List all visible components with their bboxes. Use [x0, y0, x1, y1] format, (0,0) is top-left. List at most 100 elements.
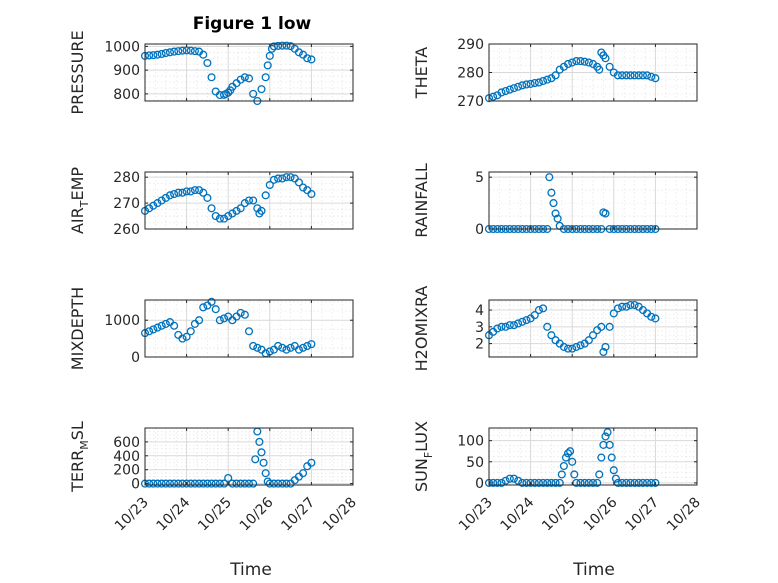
data-point [605, 62, 614, 71]
x-tick-label: 10/25 [195, 495, 235, 535]
data-point [199, 303, 208, 312]
data-point [497, 322, 506, 331]
data-point [174, 330, 183, 339]
y-axis-label-part: SL [68, 421, 87, 440]
data-point [215, 214, 224, 223]
data-point [274, 174, 283, 183]
data-point [286, 173, 295, 182]
y-axis-label: PRESSURE [68, 30, 87, 114]
y-axis-label-part: EMP [68, 167, 87, 201]
data-point [170, 189, 179, 199]
figure-title: Figure 1 low [193, 14, 312, 34]
data-point [261, 191, 270, 200]
data-point [161, 319, 170, 328]
data-point [651, 478, 660, 487]
x-tick-label: 10/24 [154, 494, 194, 534]
data-point [161, 193, 170, 202]
data-point [261, 469, 270, 478]
axes-box [144, 299, 354, 358]
data-point [643, 478, 652, 487]
data-point [224, 88, 233, 97]
data-point [215, 479, 224, 488]
data-point [236, 308, 245, 317]
data-point [505, 85, 514, 94]
data-point [178, 334, 187, 343]
data-point [588, 331, 598, 340]
data-point [149, 325, 158, 334]
data-point [539, 77, 548, 86]
y-tick-label: 1000 [104, 39, 140, 55]
data-point [219, 479, 229, 488]
data-point [622, 71, 631, 80]
data-point [518, 478, 527, 487]
data-point [240, 199, 249, 208]
data-point [630, 300, 639, 310]
data-point [522, 80, 531, 89]
data-point [647, 312, 656, 321]
data-point [249, 341, 258, 351]
y-axis-label: TERRMSL [68, 421, 91, 493]
data-point [299, 343, 308, 352]
data-point [593, 478, 602, 487]
data-point [170, 47, 179, 56]
data-point [174, 188, 183, 197]
data-point [547, 331, 556, 340]
data-point [170, 479, 179, 488]
data-point [236, 75, 245, 84]
data-point [145, 327, 154, 336]
data-point [157, 479, 166, 488]
x-tick-label: 10/23 [456, 495, 496, 535]
y-tick-label: 50 [466, 455, 484, 471]
data-point [190, 47, 199, 56]
data-point [290, 341, 299, 351]
data-point [501, 476, 510, 485]
data-point [274, 479, 283, 488]
data-point [195, 479, 204, 488]
data-point [265, 51, 274, 60]
x-tick-label: 10/23 [112, 495, 152, 535]
data-point [207, 297, 216, 306]
data-point [153, 479, 162, 488]
data-point [286, 343, 295, 352]
data-point [618, 478, 627, 487]
data-point [563, 344, 573, 353]
y-tick-label: 600 [113, 435, 140, 451]
data-point [568, 344, 577, 353]
data-point [580, 478, 589, 487]
data-point [182, 332, 191, 341]
y-tick-label: 0 [475, 222, 484, 238]
data-point [145, 204, 154, 213]
data-point [253, 343, 262, 352]
y-axis-label-sub: T [78, 200, 91, 208]
data-point [182, 46, 191, 55]
data-point [634, 478, 643, 487]
data-point [595, 470, 604, 479]
data-point [307, 340, 316, 349]
y-axis-label-sub: F [422, 452, 435, 458]
data-point [157, 49, 166, 59]
y-axis-label-part: AIR [68, 207, 87, 234]
data-point [282, 41, 291, 50]
data-point [290, 174, 299, 183]
data-point [553, 214, 562, 223]
data-point [514, 82, 523, 91]
data-point [497, 88, 506, 97]
data-point [303, 54, 312, 63]
y-axis-label: SUNFLUX [412, 421, 435, 492]
subplot-8: 0 50 100 SUNFLUX 10/23 10/24 10/25 10/26 10/27 10… [412, 421, 704, 534]
y-axis-label-part: MIXDEPTH [68, 287, 87, 370]
data-point [182, 187, 191, 196]
y-tick-label: 800 [113, 87, 140, 103]
data-point [543, 322, 552, 331]
data-point [493, 478, 502, 487]
data-point [278, 174, 287, 183]
data-point [269, 345, 279, 354]
data-point [518, 81, 527, 90]
data-point [257, 206, 266, 215]
data-point [257, 448, 266, 457]
data-point [543, 75, 552, 84]
data-point [263, 61, 272, 70]
data-point [274, 341, 283, 351]
